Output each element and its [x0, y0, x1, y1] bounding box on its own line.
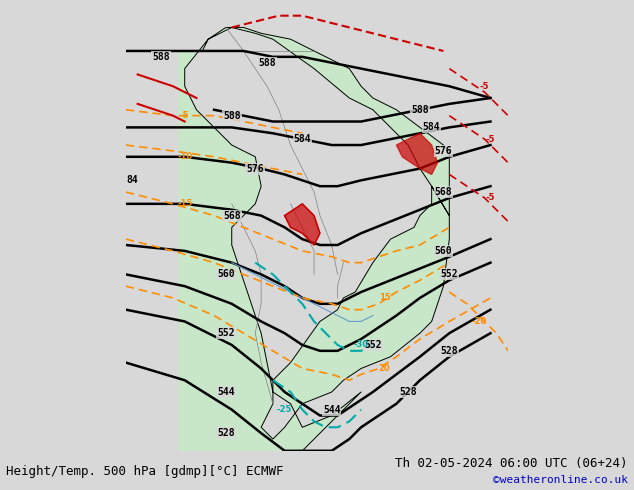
Text: 576: 576	[435, 146, 452, 156]
Text: 588: 588	[258, 58, 276, 68]
Text: 84: 84	[126, 175, 138, 185]
Text: 576: 576	[247, 164, 264, 173]
Text: 588: 588	[411, 105, 429, 115]
Text: 584: 584	[423, 122, 441, 132]
Text: 544: 544	[217, 387, 235, 397]
Text: ©weatheronline.co.uk: ©weatheronline.co.uk	[493, 475, 628, 485]
Text: -15: -15	[177, 199, 192, 208]
Text: 560: 560	[217, 270, 235, 279]
Text: -5: -5	[480, 82, 489, 91]
Text: -25: -25	[277, 405, 292, 414]
Text: -30: -30	[354, 341, 368, 349]
Text: 560: 560	[435, 246, 452, 256]
Text: -5: -5	[486, 135, 495, 144]
Text: 568: 568	[435, 187, 452, 197]
Text: 20: 20	[378, 364, 391, 373]
Text: 588: 588	[223, 111, 240, 121]
Text: -20: -20	[471, 317, 486, 326]
Text: 584: 584	[294, 134, 311, 144]
Polygon shape	[179, 27, 450, 490]
Polygon shape	[396, 133, 437, 174]
Polygon shape	[285, 204, 320, 245]
Text: 588: 588	[152, 52, 170, 62]
Text: 568: 568	[223, 211, 240, 220]
Text: -10: -10	[177, 152, 192, 161]
Text: 552: 552	[364, 340, 382, 350]
Text: 528: 528	[217, 428, 235, 438]
Text: -5: -5	[486, 194, 495, 202]
Text: 15: 15	[378, 294, 391, 302]
Text: 552: 552	[217, 328, 235, 338]
Text: 544: 544	[323, 405, 340, 415]
Text: 528: 528	[399, 387, 417, 397]
Text: Height/Temp. 500 hPa [gdmp][°C] ECMWF: Height/Temp. 500 hPa [gdmp][°C] ECMWF	[6, 465, 284, 478]
Text: Th 02-05-2024 06:00 UTC (06+24): Th 02-05-2024 06:00 UTC (06+24)	[395, 457, 628, 470]
Text: -5: -5	[180, 111, 190, 120]
Text: 528: 528	[441, 346, 458, 356]
Text: 552: 552	[441, 270, 458, 279]
